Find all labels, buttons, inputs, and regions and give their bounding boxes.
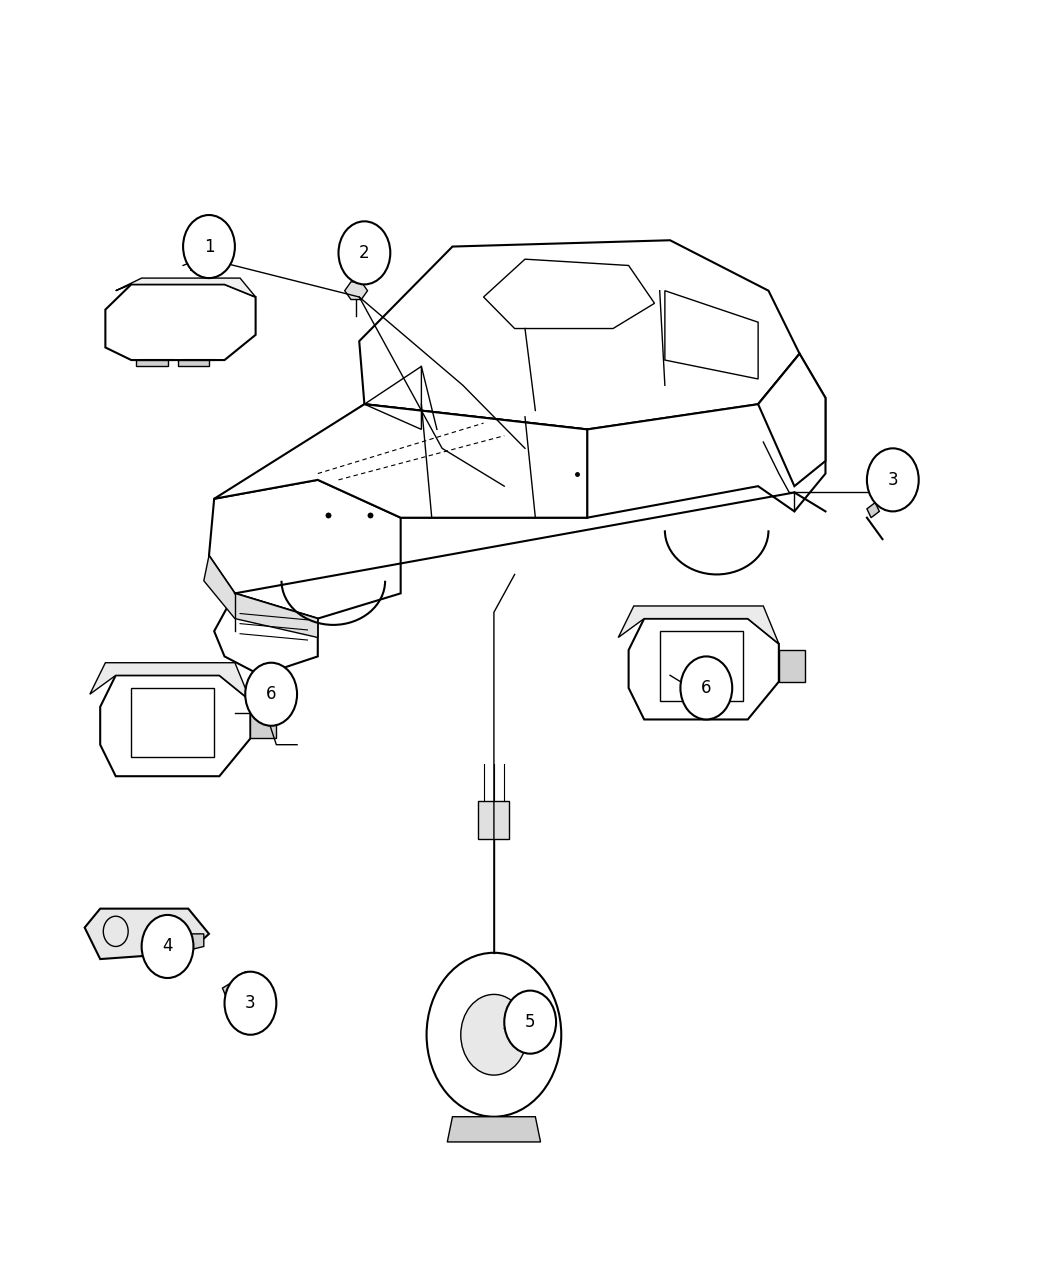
Circle shape: [246, 663, 297, 725]
Polygon shape: [359, 240, 799, 430]
Circle shape: [225, 972, 276, 1035]
Polygon shape: [90, 663, 251, 700]
Polygon shape: [214, 593, 318, 676]
Text: 3: 3: [887, 470, 898, 488]
Polygon shape: [484, 259, 654, 329]
Polygon shape: [204, 556, 318, 638]
Polygon shape: [251, 706, 276, 738]
Polygon shape: [85, 909, 209, 959]
Polygon shape: [136, 360, 168, 366]
Polygon shape: [214, 404, 587, 518]
Polygon shape: [479, 802, 509, 839]
Polygon shape: [116, 278, 255, 297]
Polygon shape: [209, 479, 401, 618]
Polygon shape: [587, 353, 825, 518]
Circle shape: [142, 915, 193, 978]
Polygon shape: [344, 282, 368, 300]
Polygon shape: [308, 404, 587, 518]
Polygon shape: [867, 502, 879, 518]
Polygon shape: [447, 1117, 541, 1142]
Polygon shape: [177, 360, 209, 366]
Text: 3: 3: [245, 994, 256, 1012]
Circle shape: [183, 215, 235, 278]
Polygon shape: [618, 606, 779, 644]
Polygon shape: [105, 284, 255, 360]
Circle shape: [504, 991, 556, 1053]
Polygon shape: [665, 291, 758, 379]
Circle shape: [426, 952, 562, 1117]
Circle shape: [867, 449, 919, 511]
Circle shape: [680, 657, 732, 719]
Polygon shape: [100, 676, 251, 776]
Circle shape: [461, 994, 527, 1075]
Text: 6: 6: [701, 680, 712, 697]
Polygon shape: [629, 618, 779, 719]
Polygon shape: [779, 650, 804, 682]
Polygon shape: [758, 353, 825, 486]
Text: 5: 5: [525, 1014, 536, 1031]
Text: 2: 2: [359, 244, 370, 261]
Text: 1: 1: [204, 237, 214, 255]
Text: 4: 4: [163, 937, 173, 955]
Text: 6: 6: [266, 685, 276, 704]
Polygon shape: [223, 982, 237, 998]
Polygon shape: [188, 933, 204, 950]
Circle shape: [338, 222, 391, 284]
